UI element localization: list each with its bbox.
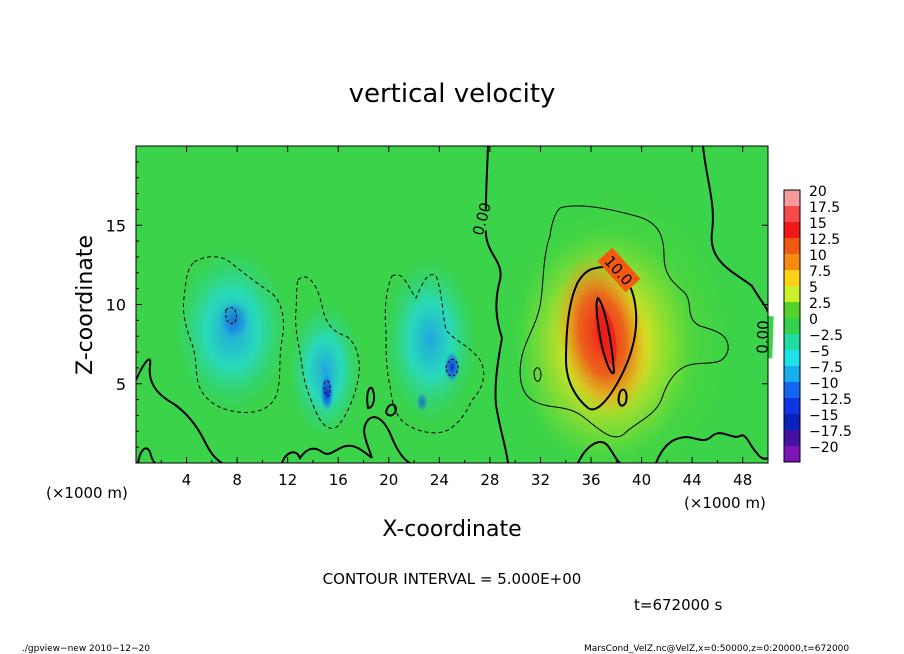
downdraft-core bbox=[416, 392, 428, 412]
x-tick-label: 24 bbox=[430, 471, 449, 489]
x-tick-label: 8 bbox=[232, 471, 242, 489]
contour-zero bbox=[366, 386, 376, 410]
colorbar-label: −20 bbox=[809, 440, 839, 456]
colorbar-cell bbox=[784, 206, 800, 223]
x-tick-label: 28 bbox=[480, 471, 499, 489]
x-unit-label-left: (×1000 m) bbox=[46, 484, 128, 502]
footer-right: MarsCond_VelZ.nc@VelZ,x=0:50000,z=0:2000… bbox=[584, 644, 849, 654]
contour-label: 0.00 bbox=[753, 320, 772, 354]
contour-zero bbox=[655, 432, 768, 463]
y-tick-label: 5 bbox=[116, 375, 126, 394]
colorbar-label: −2.5 bbox=[809, 328, 843, 344]
x-axis-title: X-coordinate bbox=[382, 517, 521, 542]
downdraft-core bbox=[218, 300, 250, 340]
y-axis: 5 10 15 bbox=[106, 161, 768, 448]
contour-negative bbox=[323, 380, 331, 397]
colorbar-cell bbox=[784, 398, 800, 415]
colorbar-label: −10 bbox=[809, 376, 839, 392]
y-tick-label: 15 bbox=[106, 216, 126, 235]
x-tick-label: 16 bbox=[329, 471, 348, 489]
colorbar-cell bbox=[784, 414, 800, 431]
colorbar-cell bbox=[784, 318, 800, 335]
downdraft-region bbox=[287, 300, 363, 440]
colorbar-cell bbox=[784, 382, 800, 399]
contour-ten bbox=[564, 266, 638, 411]
downdraft-region bbox=[382, 255, 478, 425]
downdraft-core bbox=[444, 351, 460, 383]
colorbar-cell bbox=[784, 190, 800, 207]
colorbar-label: 5 bbox=[809, 280, 818, 296]
contour-zero bbox=[137, 447, 157, 463]
contour-negative bbox=[384, 274, 485, 434]
colorbar-cell bbox=[784, 254, 800, 271]
contour-negative bbox=[445, 359, 459, 377]
contour-zero bbox=[577, 441, 621, 463]
contour-negative bbox=[295, 276, 360, 429]
contour-zero bbox=[136, 358, 223, 463]
contour-negative bbox=[183, 256, 284, 413]
colorbar-label: −5 bbox=[809, 344, 830, 360]
colorbar-label: −15 bbox=[809, 408, 839, 424]
contour-zero bbox=[281, 444, 373, 463]
colorbar-cell bbox=[784, 302, 800, 319]
y-axis-title: Z-coordinate bbox=[73, 235, 98, 375]
colorbar-label: 12.5 bbox=[809, 232, 840, 248]
colorbar-label: 20 bbox=[809, 184, 827, 200]
x-tick-label: 44 bbox=[683, 471, 702, 489]
x-tick-label: 12 bbox=[278, 471, 297, 489]
time-stamp: t=672000 s bbox=[634, 596, 722, 614]
footer-left: ./gpview−new 2010−12−20 bbox=[22, 644, 150, 654]
contour-interval-note: CONTOUR INTERVAL = 5.000E+00 bbox=[323, 570, 582, 588]
plot-area bbox=[136, 146, 768, 463]
colorbar-label: 0 bbox=[809, 312, 818, 328]
contour-five bbox=[533, 367, 542, 382]
colorbar-cell bbox=[784, 222, 800, 239]
colorbar-label: −7.5 bbox=[809, 360, 843, 376]
downdraft-core bbox=[320, 372, 334, 412]
colorbar: 2017.51512.5107.552.50−2.5−5−7.5−10−12.5… bbox=[783, 184, 852, 463]
colorbar-cell bbox=[784, 446, 800, 463]
colorbar-label: 15 bbox=[809, 216, 827, 232]
colorbar-label: 17.5 bbox=[809, 200, 840, 216]
contour-labels: 0.00 10.0 0.00 bbox=[459, 201, 774, 359]
chart-title: vertical velocity bbox=[349, 79, 556, 109]
contour-ten bbox=[595, 296, 616, 375]
x-tick-label: 32 bbox=[531, 471, 550, 489]
y-tick-label: 10 bbox=[106, 296, 126, 315]
contour-zero bbox=[363, 416, 411, 463]
colorbar-cell bbox=[784, 270, 800, 287]
colorbar-label: −17.5 bbox=[809, 424, 852, 440]
colorbar-cell bbox=[784, 238, 800, 255]
contour-ten bbox=[617, 388, 628, 407]
x-tick-label: 40 bbox=[632, 471, 651, 489]
colorbar-cell bbox=[784, 350, 800, 367]
x-tick-label: 36 bbox=[581, 471, 600, 489]
x-tick-label: 48 bbox=[733, 471, 752, 489]
colorbar-label: 2.5 bbox=[809, 296, 831, 312]
contour-negative bbox=[225, 307, 237, 325]
colorbar-cell bbox=[784, 430, 800, 447]
contour-five bbox=[519, 205, 729, 438]
x-tick-label: 20 bbox=[379, 471, 398, 489]
x-tick-label: 4 bbox=[182, 471, 192, 489]
contour-zero bbox=[384, 403, 398, 417]
colorbar-frame bbox=[783, 189, 801, 463]
contour-zero bbox=[702, 146, 768, 313]
colorbar-label: −12.5 bbox=[809, 392, 852, 408]
x-axis: 4 8 12 16 20 24 28 32 36 40 44 48 bbox=[160, 146, 752, 489]
colorbar-label: 10 bbox=[809, 248, 827, 264]
colorbar-cell bbox=[784, 334, 800, 351]
colorbar-label: 7.5 bbox=[809, 264, 831, 280]
colorbar-cell bbox=[784, 286, 800, 303]
colorbar-cell bbox=[784, 366, 800, 383]
x-unit-label-right: (×1000 m) bbox=[684, 494, 766, 512]
